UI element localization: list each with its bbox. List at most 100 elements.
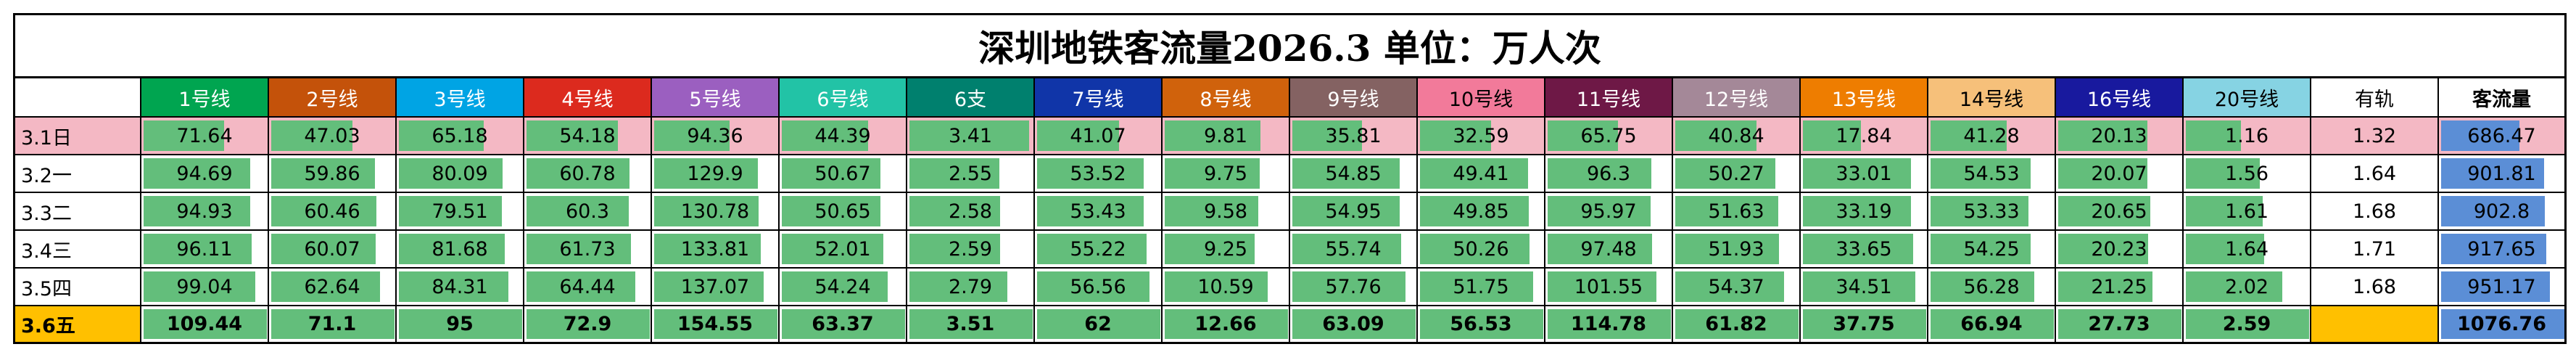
cell: 96.3 (1545, 155, 1673, 193)
cell-value: 2.79 (948, 275, 993, 298)
data-bar (144, 271, 255, 302)
cell-value: 53.33 (1963, 200, 2020, 223)
cell-value: 9.25 (1203, 237, 1248, 261)
row-label: 3.5四 (13, 269, 141, 306)
cell: 53.33 (1928, 193, 2056, 231)
row-label: 3.1日 (13, 118, 141, 155)
cell: 54.18 (524, 118, 652, 155)
cell-value: 2.02 (2224, 275, 2269, 298)
cell-value: 40.84 (1708, 124, 1764, 147)
data-bar (1037, 271, 1150, 302)
row-label: 3.4三 (13, 231, 141, 269)
data-bar (654, 158, 758, 189)
row-label: 3.3二 (13, 193, 141, 231)
cell-value: 130.78 (680, 200, 750, 223)
data-bar (527, 196, 629, 226)
cell: 97.48 (1545, 231, 1673, 269)
data-bar (1675, 234, 1779, 264)
row-label: 3.2一 (13, 155, 141, 193)
cell: 56.28 (1928, 269, 2056, 306)
data-bar (1803, 309, 1926, 339)
cell-value: 56.53 (1450, 313, 1512, 335)
data-bar (2058, 158, 2148, 189)
data-bar (271, 309, 395, 339)
cell: 96.11 (141, 231, 269, 269)
cell-value: 1.32 (2352, 124, 2397, 147)
cell-value: 94.69 (176, 162, 233, 185)
cell-value: 35.81 (1325, 124, 1382, 147)
cell-value: 109.44 (166, 313, 243, 335)
cell-value: 3.41 (948, 124, 993, 147)
column-header: 2号线 (269, 78, 397, 118)
data-bar (2441, 271, 2551, 302)
cell-value: 32.59 (1453, 124, 1509, 147)
column-header: 11号线 (1545, 78, 1673, 118)
data-bar (1675, 120, 1757, 151)
cell: 50.26 (1418, 231, 1545, 269)
cell-value: 917.65 (2467, 237, 2536, 261)
cell-value: 114.78 (1570, 313, 1647, 335)
column-header: 3号线 (397, 78, 524, 118)
cell: 41.28 (1928, 118, 2056, 155)
cell-value: 1.71 (2352, 237, 2397, 261)
cell: 54.25 (1928, 231, 2056, 269)
data-bar (1037, 196, 1144, 226)
cell-value: 96.11 (176, 237, 233, 261)
data-bar (654, 309, 777, 339)
data-bar (2186, 120, 2242, 151)
data-bar (1675, 196, 1778, 226)
cell-value: 9.58 (1203, 200, 1248, 223)
data-bar (1548, 158, 1651, 189)
cell-value: 686.47 (2467, 124, 2536, 147)
cell: 1.71 (2311, 231, 2439, 269)
cell: 1.16 (2184, 118, 2311, 155)
data-bar (654, 271, 764, 302)
data-bar (1931, 196, 2029, 226)
cell: 9.75 (1163, 155, 1290, 193)
data-bar (782, 271, 888, 302)
cell: 54.24 (780, 269, 907, 306)
column-header: 12号线 (1673, 78, 1801, 118)
data-bar (782, 309, 905, 339)
cell: 2.79 (907, 269, 1035, 306)
cell: 1.32 (2311, 118, 2439, 155)
data-bar (1165, 309, 1288, 339)
cell-value: 60.78 (559, 162, 616, 185)
cell: 56.53 (1418, 306, 1545, 344)
cell-value: 41.28 (1963, 124, 2020, 147)
data-bar (909, 196, 1000, 226)
cell (2311, 306, 2439, 344)
column-header: 20号线 (2184, 78, 2311, 118)
data-bar (2186, 196, 2263, 226)
cell: 917.65 (2439, 231, 2567, 269)
data-bar (399, 309, 522, 339)
cell-value: 54.24 (814, 275, 871, 298)
column-header: 8号线 (1163, 78, 1290, 118)
cell: 53.43 (1035, 193, 1163, 231)
cell-value: 44.39 (814, 124, 871, 147)
data-bar (654, 234, 761, 264)
cell-value: 61.82 (1705, 313, 1767, 335)
cell-value: 79.51 (432, 200, 488, 223)
cell-value: 1076.76 (2457, 313, 2546, 335)
data-bar (1548, 309, 1671, 339)
cell-value: 71.64 (176, 124, 233, 147)
cell: 20.23 (2056, 231, 2184, 269)
data-bar (1037, 120, 1119, 151)
cell-value: 1.64 (2352, 162, 2397, 185)
cell-value: 34.51 (1836, 275, 1892, 298)
cell-value: 84.31 (432, 275, 488, 298)
cell-value: 96.3 (1586, 162, 1631, 185)
cell-value: 21.25 (2091, 275, 2147, 298)
cell-value: 9.75 (1203, 162, 1248, 185)
cell-value: 81.68 (432, 237, 488, 261)
cell: 2.55 (907, 155, 1035, 193)
cell-value: 62.64 (304, 275, 360, 298)
cell-value: 61.73 (559, 237, 616, 261)
sheet: 深圳地铁客流量2026.3 单位：万人次 1号线 2号线 3号线 4号线 5号线 6号线 6… (13, 13, 2567, 344)
cell-value: 2.59 (948, 237, 993, 261)
cell-value: 94.36 (687, 124, 743, 147)
data-bar (527, 120, 619, 151)
cell-value: 50.67 (814, 162, 871, 185)
cell-value: 53.43 (1070, 200, 1126, 223)
